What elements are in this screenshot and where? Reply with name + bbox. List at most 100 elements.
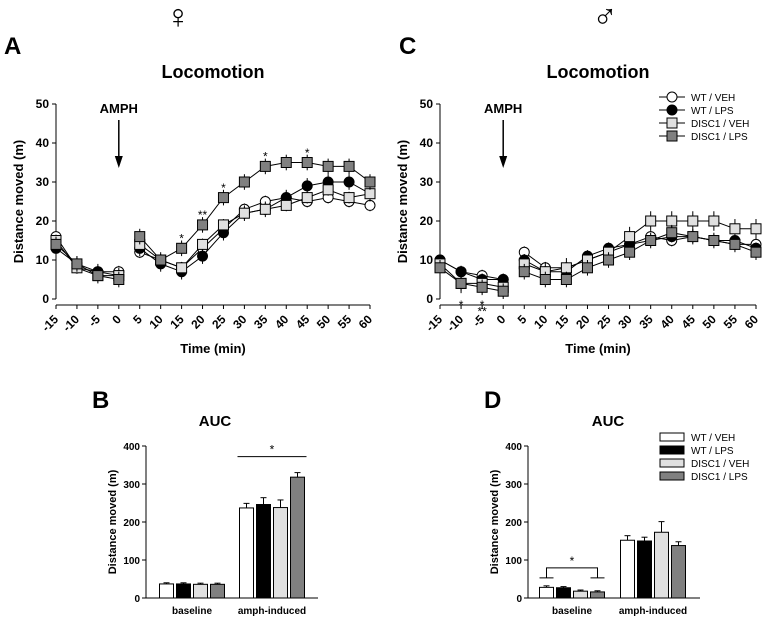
chart-c-xtick-label: 0	[494, 312, 509, 327]
chart-d-bar-disc1-veh	[654, 531, 669, 599]
chart-c-ytick-label: 30	[420, 175, 434, 189]
chart-b-y-label: Distance moved (m)	[107, 469, 119, 574]
chart-b-bar-disc1-lps	[290, 476, 305, 599]
chart-a-significance-star: *	[221, 181, 226, 195]
chart-c-significance-star: **	[477, 304, 487, 318]
chart-a-disc1-veh-point	[238, 207, 250, 219]
chart-c-disc1-veh-baseline-line	[439, 263, 504, 288]
chart-a-xtick-label: 55	[335, 312, 355, 332]
chart-a-disc1-veh-point	[343, 192, 355, 204]
chart-a-disc1-lps-point	[280, 157, 292, 168]
chart-a-wt-veh-post-line	[139, 197, 371, 269]
chart-c-wt-veh-post-line	[523, 236, 756, 269]
chart-c-disc1-lps-point	[497, 285, 509, 297]
chart-c-disc1-veh-point	[687, 215, 699, 227]
chart-a-disc1-veh-point	[280, 199, 292, 211]
chart-c-significance-star: *	[459, 298, 464, 312]
chart-c-xtick-label: 5	[515, 312, 530, 327]
chart-b-bar-wt-veh	[159, 583, 174, 599]
chart-a-wt-veh-baseline-line	[55, 236, 119, 273]
chart-a-disc1-veh-point	[197, 238, 209, 250]
chart-d-significance-star: *	[570, 554, 575, 568]
panel-label-a: A	[4, 33, 21, 60]
chart-c-wt-veh-baseline-line	[439, 259, 504, 280]
chart-c-xtick-label: 40	[658, 312, 678, 332]
chart-c-ytick-label: 0	[426, 292, 433, 306]
chart-a-disc1-lps-point	[364, 176, 376, 188]
chart-a-title: Locomotion	[162, 62, 265, 82]
chart-d-y-label: Distance moved (m)	[489, 469, 501, 574]
chart-a-significance-star: *	[179, 232, 184, 246]
bar-legend-disc1-lps-swatch	[659, 471, 685, 481]
chart-c-disc1-lps-point	[539, 274, 551, 285]
chart-a-xtick-label: 5	[130, 312, 145, 327]
chart-a-ytick-label: 40	[36, 136, 50, 150]
chart-a-disc1-veh-point	[176, 262, 188, 274]
chart-a-xtick-label: 0	[109, 312, 124, 327]
chart-a-xtick-label: 50	[314, 312, 334, 332]
chart-c-disc1-lps-point	[729, 238, 741, 250]
chart-b-bar-wt-lps	[176, 583, 191, 599]
bar-legend-wt-lps-swatch	[659, 445, 685, 455]
chart-c-amph-arrow-head	[499, 156, 508, 168]
chart-a-xtick-label: 45	[293, 312, 313, 332]
chart-d-title: AUC	[592, 413, 625, 430]
chart-c-disc1-lps-point	[560, 274, 572, 285]
chart-a-disc1-veh-baseline-line	[55, 240, 119, 277]
chart-d-ytick-label: 100	[505, 556, 522, 567]
chart-a-xtick-label: 35	[251, 312, 271, 332]
chart-b-bar-disc1-veh	[193, 583, 208, 599]
chart-a-disc1-lps-point	[176, 242, 188, 254]
bar-legend-wt-veh-label: WT / VEH	[691, 433, 735, 444]
chart-a-wt-lps-post-line	[139, 181, 371, 273]
chart-a-disc1-lps-point	[343, 160, 355, 172]
chart-a-xtick-label: 30	[230, 312, 250, 332]
chart-a-disc1-lps-baseline-line	[55, 244, 119, 280]
chart-d-bar-disc1-lps	[671, 545, 686, 599]
chart-a-xtick-label: 25	[209, 312, 229, 332]
chart-c-xtick-label: 20	[573, 312, 593, 332]
chart-c-ytick-label: 40	[420, 136, 434, 150]
male-symbol: ♂	[592, 0, 618, 36]
line-legend: WT / VEH WT / LPS DISC1 / VEH DISC1 / LPS	[659, 91, 749, 143]
chart-a-amph-label: AMPH	[100, 101, 138, 116]
chart-a-ytick-label: 50	[36, 97, 50, 111]
chart-b-bar-wt-veh	[239, 507, 254, 599]
female-symbol: ♀	[165, 0, 191, 36]
panel-label-d: D	[484, 387, 501, 414]
chart-b-ytick-label: 0	[134, 594, 140, 605]
chart-c-disc1-lps-point	[708, 235, 720, 246]
chart-a-xtick-label: 15	[167, 312, 187, 332]
chart-a-disc1-veh-point	[322, 184, 334, 196]
chart-d-bar-wt-lps	[556, 587, 571, 599]
chart-c-disc1-lps-post-line	[524, 232, 757, 280]
chart-d-bar-wt-veh	[539, 586, 554, 599]
chart-a-disc1-lps-point	[134, 231, 146, 243]
chart-c-xtick-label: 10	[531, 312, 551, 332]
chart-c-x-label: Time (min)	[565, 341, 631, 356]
line-legend-wt-veh-label: WT / VEH	[691, 93, 735, 104]
chart-b-ytick-label: 400	[123, 442, 140, 453]
bar-legend-disc1-veh-label: DISC1 / VEH	[691, 459, 749, 470]
chart-a-disc1-lps-point	[113, 274, 125, 285]
chart-a-disc1-lps-point	[197, 219, 209, 231]
chart-a-ytick-label: 30	[36, 175, 50, 189]
chart-a-disc1-veh-point	[364, 188, 376, 200]
chart-c-xtick-label: -10	[444, 312, 466, 334]
chart-c-disc1-veh-point	[645, 215, 657, 227]
chart-a-disc1-lps-point	[301, 157, 313, 168]
chart-c-disc1-lps-point	[645, 235, 657, 246]
chart-d-ytick-label: 200	[505, 518, 522, 529]
chart-a-xtick-label: -10	[60, 312, 82, 334]
chart-c-disc1-lps-point	[603, 254, 615, 266]
chart-d-auc-male: AUC 0 100 200 300 400 Distance moved (m) baseli…	[489, 413, 700, 617]
chart-a-xtick-label: 60	[356, 312, 376, 332]
line-legend-wt-lps-label: WT / LPS	[691, 106, 734, 117]
chart-a-ytick-label: 10	[36, 253, 50, 267]
chart-b-ytick-label: 100	[123, 556, 140, 567]
chart-c-ytick-label: 10	[420, 253, 434, 267]
chart-a-xtick-label: 10	[146, 312, 166, 332]
chart-b-category-label: baseline	[172, 606, 212, 617]
chart-c-disc1-lps-point	[518, 266, 530, 278]
